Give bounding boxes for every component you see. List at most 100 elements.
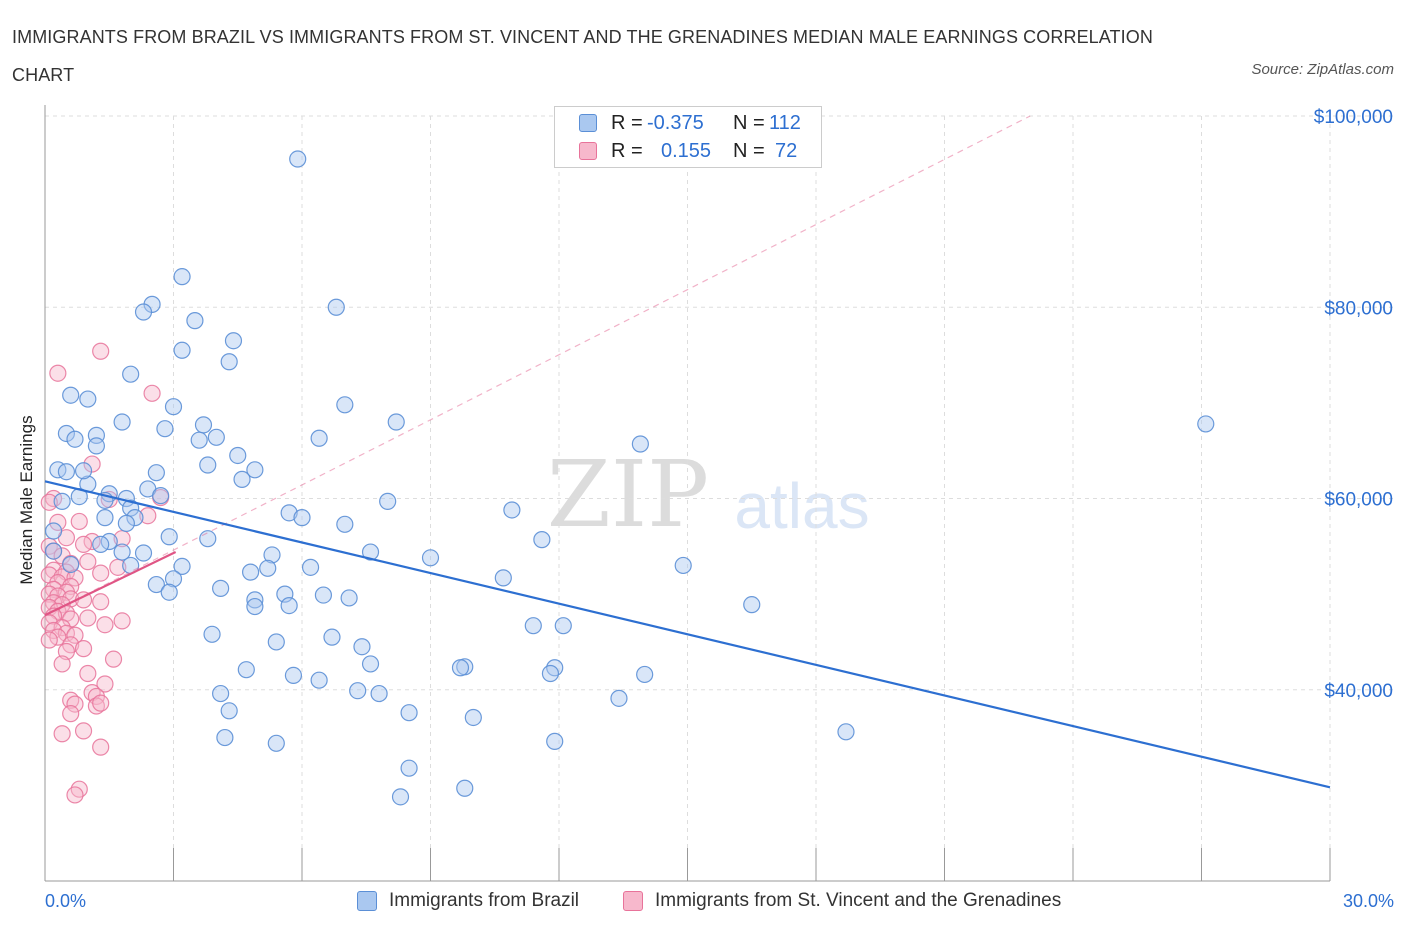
y-axis-label: Median Male Earnings: [17, 415, 36, 585]
data-point-brazil: [216, 728, 234, 747]
y-tick-label: $40,000: [1324, 681, 1393, 702]
data-point-brazil: [400, 704, 418, 722]
data-point-vincent: [74, 640, 93, 658]
data-point-vincent: [92, 564, 110, 582]
data-point-brazil: [554, 617, 572, 635]
data-point-brazil: [147, 464, 165, 482]
data-point-brazil: [301, 558, 320, 576]
data-point-brazil: [126, 509, 144, 527]
data-point-brazil: [400, 759, 418, 777]
data-point-brazil: [340, 589, 358, 607]
data-point-brazil: [173, 268, 191, 286]
data-point-brazil: [147, 575, 165, 594]
bottom-legend-swatch-vincent: [623, 891, 643, 911]
data-point-brazil: [229, 446, 247, 465]
data-point-vincent: [79, 609, 97, 627]
data-point-brazil: [246, 597, 264, 616]
data-point-vincent: [92, 694, 110, 712]
data-point-brazil: [284, 666, 303, 685]
bottom-legend-label-vincent: Immigrants from St. Vincent and the Gren…: [655, 890, 1062, 911]
data-point-brazil: [336, 515, 354, 533]
bottom-legend-vincent: Immigrants from St. Vincent and the Gren…: [623, 888, 1093, 916]
data-point-brazil: [92, 535, 110, 554]
bottom-legend-brazil: Immigrants from Brazil: [357, 888, 607, 916]
data-point-brazil: [370, 684, 388, 703]
watermark: ZIP atlas: [547, 441, 870, 548]
data-point-brazil: [323, 628, 341, 646]
legend-r-label: R =: [611, 140, 643, 162]
data-point-brazil: [57, 424, 76, 443]
y-tick-label: $80,000: [1324, 298, 1393, 319]
watermark-atlas: atlas: [734, 470, 869, 542]
data-point-brazil: [387, 413, 405, 431]
data-point-vincent: [66, 626, 84, 644]
data-point-brazil: [53, 492, 71, 510]
trend-line-brazil: [44, 480, 1331, 789]
legend-swatch-vincent: [579, 142, 597, 160]
data-point-vincent: [62, 705, 80, 723]
series-brazil-points: [44, 150, 1215, 806]
data-point-brazil: [349, 682, 367, 700]
data-point-brazil: [173, 557, 191, 575]
data-point-brazil: [156, 420, 174, 438]
data-point-brazil: [267, 633, 285, 651]
trend-line-vincent: [44, 551, 177, 617]
data-point-brazil: [361, 655, 380, 673]
data-point-vincent: [83, 455, 101, 473]
data-point-vincent: [66, 569, 84, 587]
data-point-brazil: [263, 546, 281, 564]
trend-lines: [44, 115, 1331, 789]
data-point-brazil: [79, 390, 97, 408]
data-point-vincent: [143, 384, 161, 402]
data-point-brazil: [310, 671, 328, 689]
series-vincent-points: [40, 342, 170, 804]
data-point-brazil: [391, 788, 410, 806]
data-point-vincent: [53, 725, 71, 743]
data-point-brazil: [259, 559, 277, 577]
data-point-vincent: [139, 507, 157, 525]
axes: [44, 105, 1331, 882]
data-point-brazil: [379, 492, 397, 510]
data-point-vincent: [79, 553, 97, 571]
data-point-vincent: [92, 342, 110, 360]
data-point-brazil: [546, 732, 564, 750]
data-point-brazil: [280, 596, 298, 615]
data-point-vincent: [53, 655, 71, 673]
data-point-vincent: [40, 493, 58, 511]
data-point-brazil: [194, 416, 213, 434]
legend-r-value: 0.155: [661, 140, 712, 162]
data-point-brazil: [524, 617, 542, 635]
data-point-brazil: [57, 463, 76, 481]
y-tick-label: $100,000: [1314, 107, 1393, 128]
data-point-brazil: [96, 509, 114, 527]
data-point-brazil: [220, 702, 238, 720]
legend-row-brazil: R = -0.375 N = 112: [579, 112, 819, 136]
data-point-brazil: [246, 591, 264, 609]
data-point-vincent: [96, 675, 114, 693]
data-point-vincent: [70, 512, 88, 531]
data-point-vincent: [113, 612, 131, 630]
data-point-vincent: [79, 664, 97, 683]
data-point-brazil: [224, 332, 243, 350]
data-point-brazil: [336, 396, 354, 414]
data-point-brazil: [164, 570, 183, 588]
data-point-brazil: [212, 579, 230, 597]
data-point-brazil: [199, 530, 217, 548]
data-point-brazil: [122, 365, 140, 383]
legend-swatch-brazil: [579, 114, 597, 132]
data-point-brazil: [451, 659, 470, 677]
x-tick-label-max: 30.0%: [1342, 891, 1394, 911]
data-point-brazil: [327, 298, 345, 316]
stats-legend: R = -0.375 N = 112 R = 0.155 N = 72: [554, 106, 822, 168]
data-point-brazil: [631, 435, 649, 453]
data-point-brazil: [134, 544, 153, 562]
data-point-brazil: [464, 708, 482, 727]
data-point-vincent: [74, 535, 93, 554]
grid: [45, 115, 1395, 881]
bottom-legend-swatch-brazil: [357, 891, 377, 911]
data-point-brazil: [533, 531, 551, 549]
data-point-vincent: [66, 786, 84, 804]
data-point-brazil: [267, 734, 285, 752]
data-point-brazil: [212, 684, 230, 703]
y-tick-labels: $40,000 $60,000 $80,000 $100,000: [1314, 107, 1393, 702]
